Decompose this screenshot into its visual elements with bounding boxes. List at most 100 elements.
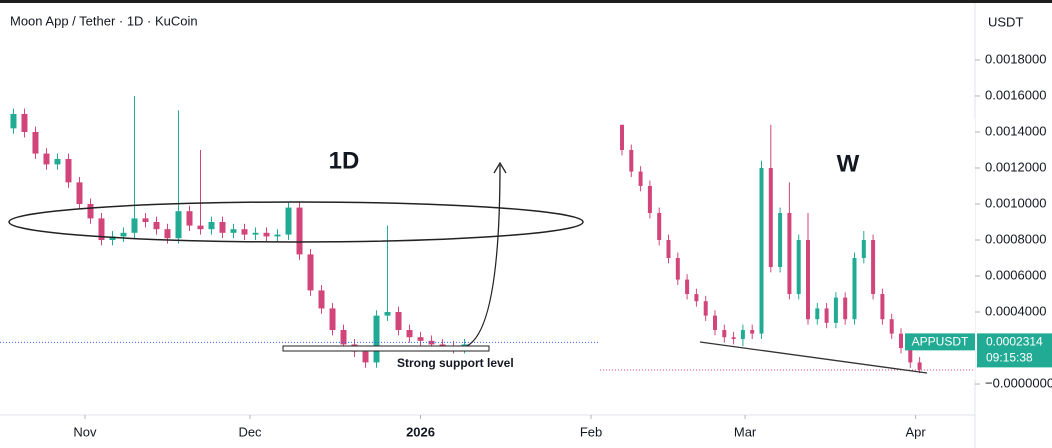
candle-body	[713, 315, 717, 331]
y-tick-label: 0.0016000	[985, 87, 1046, 102]
candle-body	[406, 330, 413, 338]
candle-body	[759, 167, 764, 334]
candle-body	[285, 207, 292, 235]
y-tick-label: 0.0006000	[985, 267, 1046, 282]
arrow-head	[493, 161, 507, 174]
candle-body	[629, 149, 634, 172]
candle-body	[796, 239, 801, 295]
candle-body	[87, 203, 94, 219]
price-tag	[977, 333, 1052, 368]
candle-body	[908, 348, 913, 363]
candle-body	[417, 337, 424, 341]
candle-body	[164, 229, 171, 239]
y-tick-label: 0.0010000	[985, 195, 1046, 210]
candle-body	[852, 258, 857, 320]
candle-body	[362, 351, 369, 363]
candle-body	[384, 312, 391, 316]
candle-body	[21, 113, 28, 132]
candle-body	[65, 158, 72, 183]
y-tick-label: 0.0018000	[985, 51, 1046, 66]
y-tick-label: 0.0008000	[985, 231, 1046, 246]
x-tick-label: Mar	[734, 424, 757, 439]
candle-body	[666, 239, 671, 259]
candle-body	[768, 167, 773, 268]
candle-body	[109, 236, 116, 240]
candle-body	[843, 297, 848, 320]
candle-body	[208, 221, 215, 230]
candle-body	[675, 258, 680, 280]
range-ellipse	[8, 201, 584, 243]
candle-body	[740, 330, 745, 340]
candle-body	[703, 301, 708, 316]
candle-body	[899, 333, 903, 349]
x-tick-label: Dec	[238, 424, 262, 439]
candle-body	[638, 171, 643, 186]
candle-body	[439, 344, 446, 347]
candle-body	[395, 312, 402, 331]
candle-body	[54, 158, 61, 165]
candle-body	[647, 185, 652, 213]
symbol-label: APPUSDT	[912, 335, 969, 349]
candle-body	[731, 337, 736, 340]
candle-body	[620, 124, 624, 150]
candle-body	[871, 239, 876, 295]
candle-body	[722, 330, 727, 338]
candle-body	[186, 211, 193, 226]
candle-body	[230, 229, 237, 233]
candle-body	[252, 232, 259, 235]
price-label: 0.0002314	[986, 335, 1043, 349]
candle-body	[76, 182, 83, 204]
candle-body	[340, 330, 347, 345]
support-note: Strong support level	[397, 356, 514, 370]
timeframe-label: 1D	[329, 147, 360, 174]
candle-body	[880, 294, 885, 320]
candle-body	[175, 211, 182, 239]
weekly-panel	[600, 124, 975, 374]
candle-body	[787, 212, 792, 295]
candle-body	[685, 279, 690, 295]
candle-body	[329, 308, 336, 331]
daily-panel	[0, 95, 975, 368]
candle-body	[815, 308, 820, 320]
symbol-tag	[905, 333, 975, 351]
candle-body	[274, 234, 281, 237]
candle-body	[657, 212, 662, 240]
candle-body	[806, 239, 810, 320]
candle-body	[98, 218, 105, 240]
candle-body	[917, 362, 922, 370]
candle-body	[120, 232, 127, 237]
x-tick-label: Apr	[905, 424, 926, 439]
countdown-label: 09:15:38	[986, 351, 1033, 365]
candle-body	[428, 340, 435, 345]
y-tick-label: −0.0000000	[985, 375, 1052, 390]
candle-body	[241, 229, 248, 235]
x-tick-label: Nov	[73, 424, 97, 439]
support-box	[282, 345, 490, 352]
chart-title: Moon App / Tether · 1D · KuCoin	[10, 13, 198, 28]
candle-body	[318, 290, 325, 309]
candle-body	[197, 225, 204, 230]
candle-body	[824, 308, 829, 323]
candle-body	[833, 297, 838, 323]
candle-body	[263, 232, 270, 237]
candle-body	[142, 218, 149, 222]
candle-body	[10, 113, 17, 129]
annotations: Strong support level 1D W	[8, 147, 928, 374]
candle-body	[750, 330, 755, 334]
timeframe-label: W	[837, 150, 860, 177]
candle-body	[131, 218, 138, 233]
candle-body	[373, 315, 380, 363]
breakout-arrow	[459, 164, 501, 349]
candle-body	[219, 221, 226, 233]
candle-body	[694, 294, 699, 302]
candle-body	[296, 207, 303, 255]
top-bar	[0, 0, 1052, 3]
currency-label: USDT	[988, 14, 1023, 29]
x-tick-label: 2026	[406, 424, 435, 439]
trend-line	[699, 341, 928, 374]
y-tick-label: 0.0004000	[985, 303, 1046, 318]
candle-body	[32, 131, 39, 154]
candle-body	[861, 239, 866, 259]
candle-body	[43, 153, 50, 165]
